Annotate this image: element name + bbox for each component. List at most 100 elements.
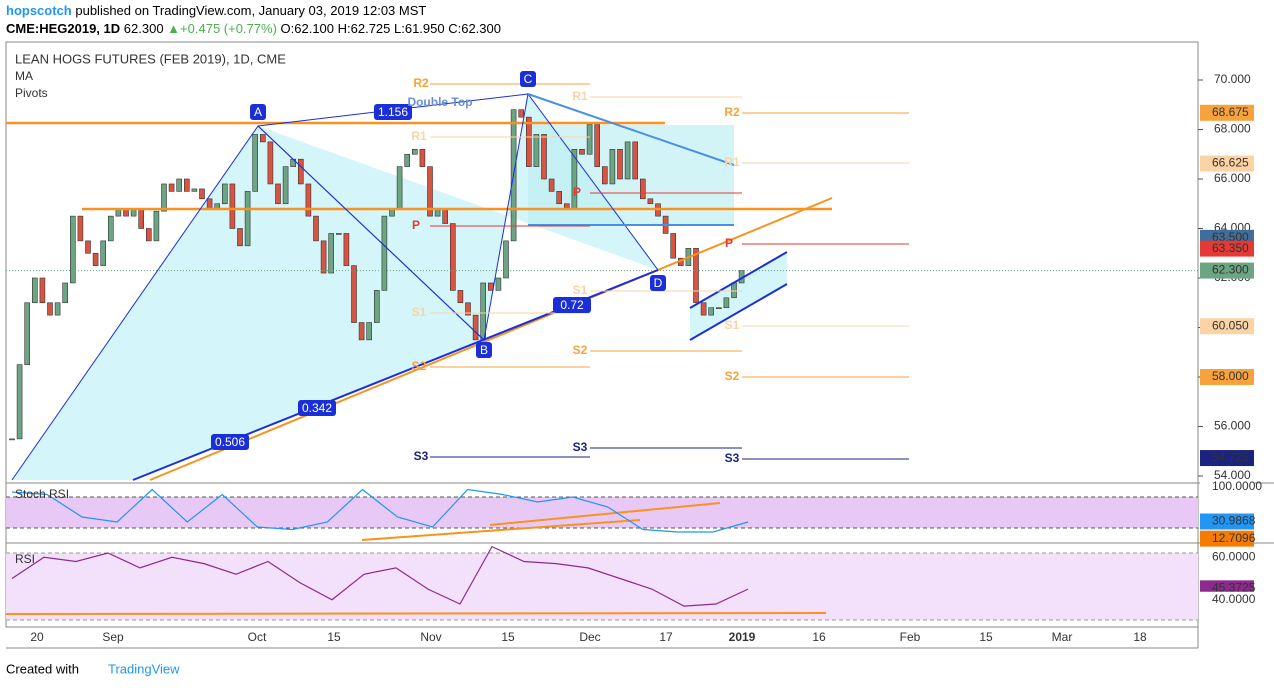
candle xyxy=(100,240,106,266)
pivot-label: P xyxy=(725,236,733,250)
ratio-box xyxy=(553,297,591,313)
price-label: 63.500 xyxy=(1212,230,1249,244)
candle xyxy=(335,233,342,235)
y-tick-label: 56.000 xyxy=(1214,419,1251,433)
footer-brand[interactable]: TradingView xyxy=(108,661,180,676)
price-label-box xyxy=(1200,318,1254,335)
candle xyxy=(328,233,335,274)
trendline xyxy=(149,197,833,481)
ratio-label: 0.72 xyxy=(560,298,584,312)
legend-title: LEAN HOGS FUTURES (FEB 2019), 1D, CME xyxy=(15,51,286,66)
candle xyxy=(313,215,319,242)
candle xyxy=(594,124,601,167)
header-line: hopscotch published on TradingView.com, … xyxy=(6,3,426,18)
x-tick-label: 15 xyxy=(501,630,515,644)
pivot-label: S1 xyxy=(412,305,427,319)
pattern-label: Double Top xyxy=(407,95,472,109)
candle xyxy=(427,166,433,217)
candle xyxy=(503,240,509,279)
candle xyxy=(731,282,737,299)
pivot-label: S3 xyxy=(573,440,588,454)
ind-label: 40.0000 xyxy=(1212,592,1256,606)
candle xyxy=(24,302,31,365)
pivot-label: S2 xyxy=(573,343,588,357)
change: ▲+0.475 (+0.77%) xyxy=(167,21,277,36)
candle xyxy=(191,188,198,192)
candle xyxy=(222,183,228,205)
price-label-box xyxy=(1200,262,1254,279)
channel xyxy=(689,283,788,341)
pivot-label: S2 xyxy=(412,359,427,373)
ind-label: 30.9868 xyxy=(1212,514,1256,528)
candle xyxy=(533,134,540,167)
candle xyxy=(449,223,456,291)
x-tick-label: 16 xyxy=(812,630,826,644)
candle xyxy=(47,302,53,316)
candle xyxy=(153,210,160,242)
stoch-title: Stoch RSI xyxy=(15,487,69,501)
ohlc: O:62.100 H:62.725 L:61.950 C:62.300 xyxy=(281,21,501,36)
x-tick-label: Mar xyxy=(1052,630,1073,644)
ratio-label: 0.506 xyxy=(215,435,245,449)
drawings xyxy=(5,92,833,615)
price-label: 68.675 xyxy=(1212,105,1249,119)
rsi-line xyxy=(11,545,749,607)
point-box xyxy=(476,342,492,358)
candle xyxy=(411,149,418,155)
point-box xyxy=(650,275,666,291)
candle xyxy=(647,198,654,205)
candle xyxy=(723,297,730,308)
ratio-label: 0.342 xyxy=(302,401,332,415)
candle xyxy=(168,183,175,192)
candle xyxy=(495,277,502,291)
x-tick-label: 20 xyxy=(30,630,44,644)
candle xyxy=(138,208,144,229)
published: published on TradingView.com, January 03… xyxy=(75,3,426,18)
x-tick-label: 15 xyxy=(979,630,993,644)
rsi-title: RSI xyxy=(15,552,35,566)
candle xyxy=(465,302,471,316)
candle xyxy=(108,215,114,242)
candle xyxy=(252,134,258,192)
candle xyxy=(267,141,274,185)
candle xyxy=(206,198,213,210)
price-label: 63.350 xyxy=(1212,241,1249,255)
candle xyxy=(639,178,646,200)
candle xyxy=(9,438,15,441)
pivot-label: S1 xyxy=(573,283,588,297)
price-label: 62.300 xyxy=(1212,263,1249,277)
ind-label: 100.0000 xyxy=(1212,479,1262,493)
candle xyxy=(77,215,84,242)
candle xyxy=(184,178,190,192)
legend-ma: MA xyxy=(15,69,33,83)
x-tick-label: 15 xyxy=(327,630,341,644)
candle xyxy=(571,149,578,210)
ratio-box xyxy=(298,400,336,416)
point-label: D xyxy=(654,276,663,290)
candle xyxy=(199,188,205,200)
candle xyxy=(92,252,99,266)
x-tick-label: Feb xyxy=(900,630,921,644)
footer-created: Created with xyxy=(6,661,79,676)
price-label: 60.050 xyxy=(1212,318,1249,332)
candle xyxy=(601,166,608,185)
ind-label-box xyxy=(1200,479,1254,495)
candle xyxy=(624,141,631,180)
price-label-box xyxy=(1200,240,1254,257)
candle xyxy=(556,191,563,205)
candle xyxy=(62,282,69,304)
candle xyxy=(396,166,403,210)
price-label-box xyxy=(1200,104,1254,121)
pivot-label: S3 xyxy=(414,449,429,463)
author[interactable]: hopscotch xyxy=(6,3,72,18)
candle xyxy=(381,215,388,291)
channel-fill xyxy=(690,252,787,340)
ind-label: 12.7096 xyxy=(1212,531,1256,545)
candle xyxy=(320,240,327,274)
candle xyxy=(586,124,593,155)
candle xyxy=(404,153,411,167)
price-label-box xyxy=(1200,369,1254,385)
candle xyxy=(31,277,38,304)
pivot-label: S2 xyxy=(725,369,740,383)
candle xyxy=(480,282,487,341)
